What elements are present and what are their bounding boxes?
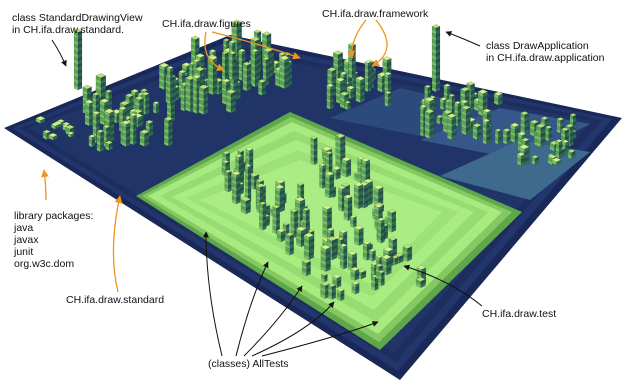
label-all-tests: (classes) AllTests — [208, 358, 289, 370]
label-test: CH.ifa.draw.test — [482, 308, 557, 320]
arrow-standard-drawing-view — [51, 39, 67, 67]
label-standard: CH.ifa.draw.standard — [66, 294, 165, 306]
annotation-arrows — [41, 19, 483, 357]
arrow-draw-application — [445, 31, 481, 47]
arrow-figures-2 — [211, 31, 301, 60]
arrow-framework-2 — [371, 19, 388, 67]
label-figures: CH.ifa.draw.figures — [162, 18, 251, 30]
arrow-alltests-1 — [203, 231, 223, 357]
label-framework: CH.ifa.draw.framework — [322, 8, 429, 20]
arrow-library — [41, 169, 49, 201]
arrow-test — [403, 264, 483, 307]
arrow-figures-1 — [204, 31, 225, 71]
label-standard-drawing-view: class StandardDrawingView in CH.ifa.draw… — [12, 12, 143, 36]
arrow-alltests-3 — [243, 285, 303, 357]
arrow-alltests-4 — [251, 301, 335, 357]
arrow-alltests-2 — [235, 261, 269, 357]
label-library-packages: library packages: java javax junit org.w… — [14, 210, 94, 270]
arrow-standard — [112, 195, 123, 293]
arrow-framework-1 — [347, 19, 367, 59]
arrow-alltests-5 — [261, 321, 379, 357]
label-draw-application: class DrawApplication in CH.ifa.draw.app… — [486, 40, 605, 64]
